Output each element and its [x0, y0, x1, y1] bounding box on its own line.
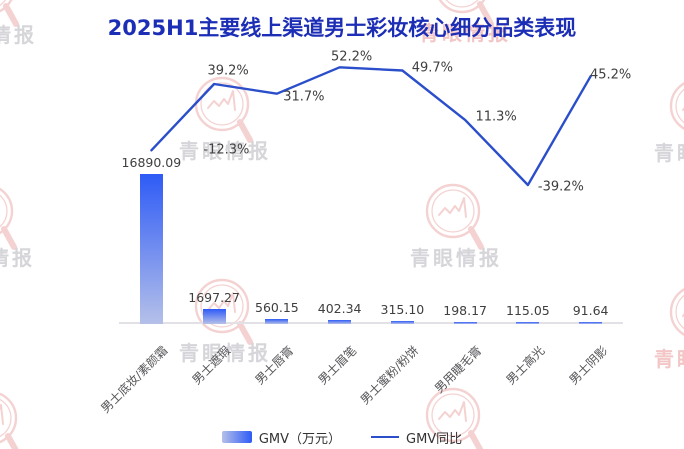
legend-item-yoy[interactable]: GMV同比	[371, 428, 462, 447]
gmv-bar	[453, 321, 477, 324]
gmv-bar-swatch-icon	[221, 431, 252, 443]
gmv-bar	[328, 320, 352, 324]
yoy-line-swatch-icon	[371, 435, 399, 439]
legend-label-gmv: GMV（万元）	[258, 431, 341, 447]
legend-item-gmv[interactable]: GMV（万元）	[221, 428, 341, 447]
yoy-value-label: 49.7%	[411, 60, 454, 76]
legend-label-yoy: GMV同比	[406, 431, 463, 447]
yoy-value-label: -12.3%	[203, 142, 250, 158]
yoy-value-label: 11.3%	[475, 109, 517, 125]
yoy-value-label: 31.7%	[283, 89, 325, 105]
yoy-value-label: -39.2%	[537, 179, 584, 195]
legend: GMV（万元） GMV同比	[0, 427, 684, 447]
x-axis-line	[119, 322, 623, 324]
yoy-value-label: 52.2%	[330, 49, 373, 65]
yoy-value-label: 45.2%	[589, 67, 632, 83]
gmv-bar	[516, 321, 540, 324]
gmv-bar	[139, 174, 163, 324]
gmv-value-label: 115.05	[506, 302, 550, 318]
gmv-value-label: 560.15	[255, 300, 299, 316]
gmv-value-label: 402.34	[317, 301, 362, 317]
gmv-value-label: 315.10	[380, 302, 425, 318]
gmv-bar	[202, 308, 226, 324]
yoy-trend-line	[150, 66, 592, 187]
gmv-bar	[265, 319, 289, 324]
gmv-value-label: 91.64	[572, 302, 609, 318]
gmv-value-label: 1697.27	[188, 289, 240, 305]
gmv-value-label: 198.17	[443, 302, 487, 318]
gmv-bar	[579, 321, 603, 324]
gmv-bar	[390, 321, 414, 324]
gmv-value-label: 16890.09	[121, 155, 182, 170]
chart-title: 2025H1主要线上渠道男士彩妆核心细分品类表现	[107, 16, 577, 40]
yoy-value-label: 39.2%	[207, 63, 249, 79]
